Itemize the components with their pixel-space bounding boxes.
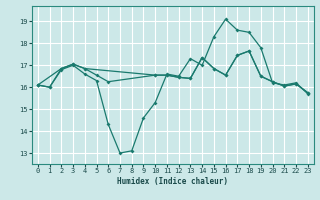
X-axis label: Humidex (Indice chaleur): Humidex (Indice chaleur) (117, 177, 228, 186)
